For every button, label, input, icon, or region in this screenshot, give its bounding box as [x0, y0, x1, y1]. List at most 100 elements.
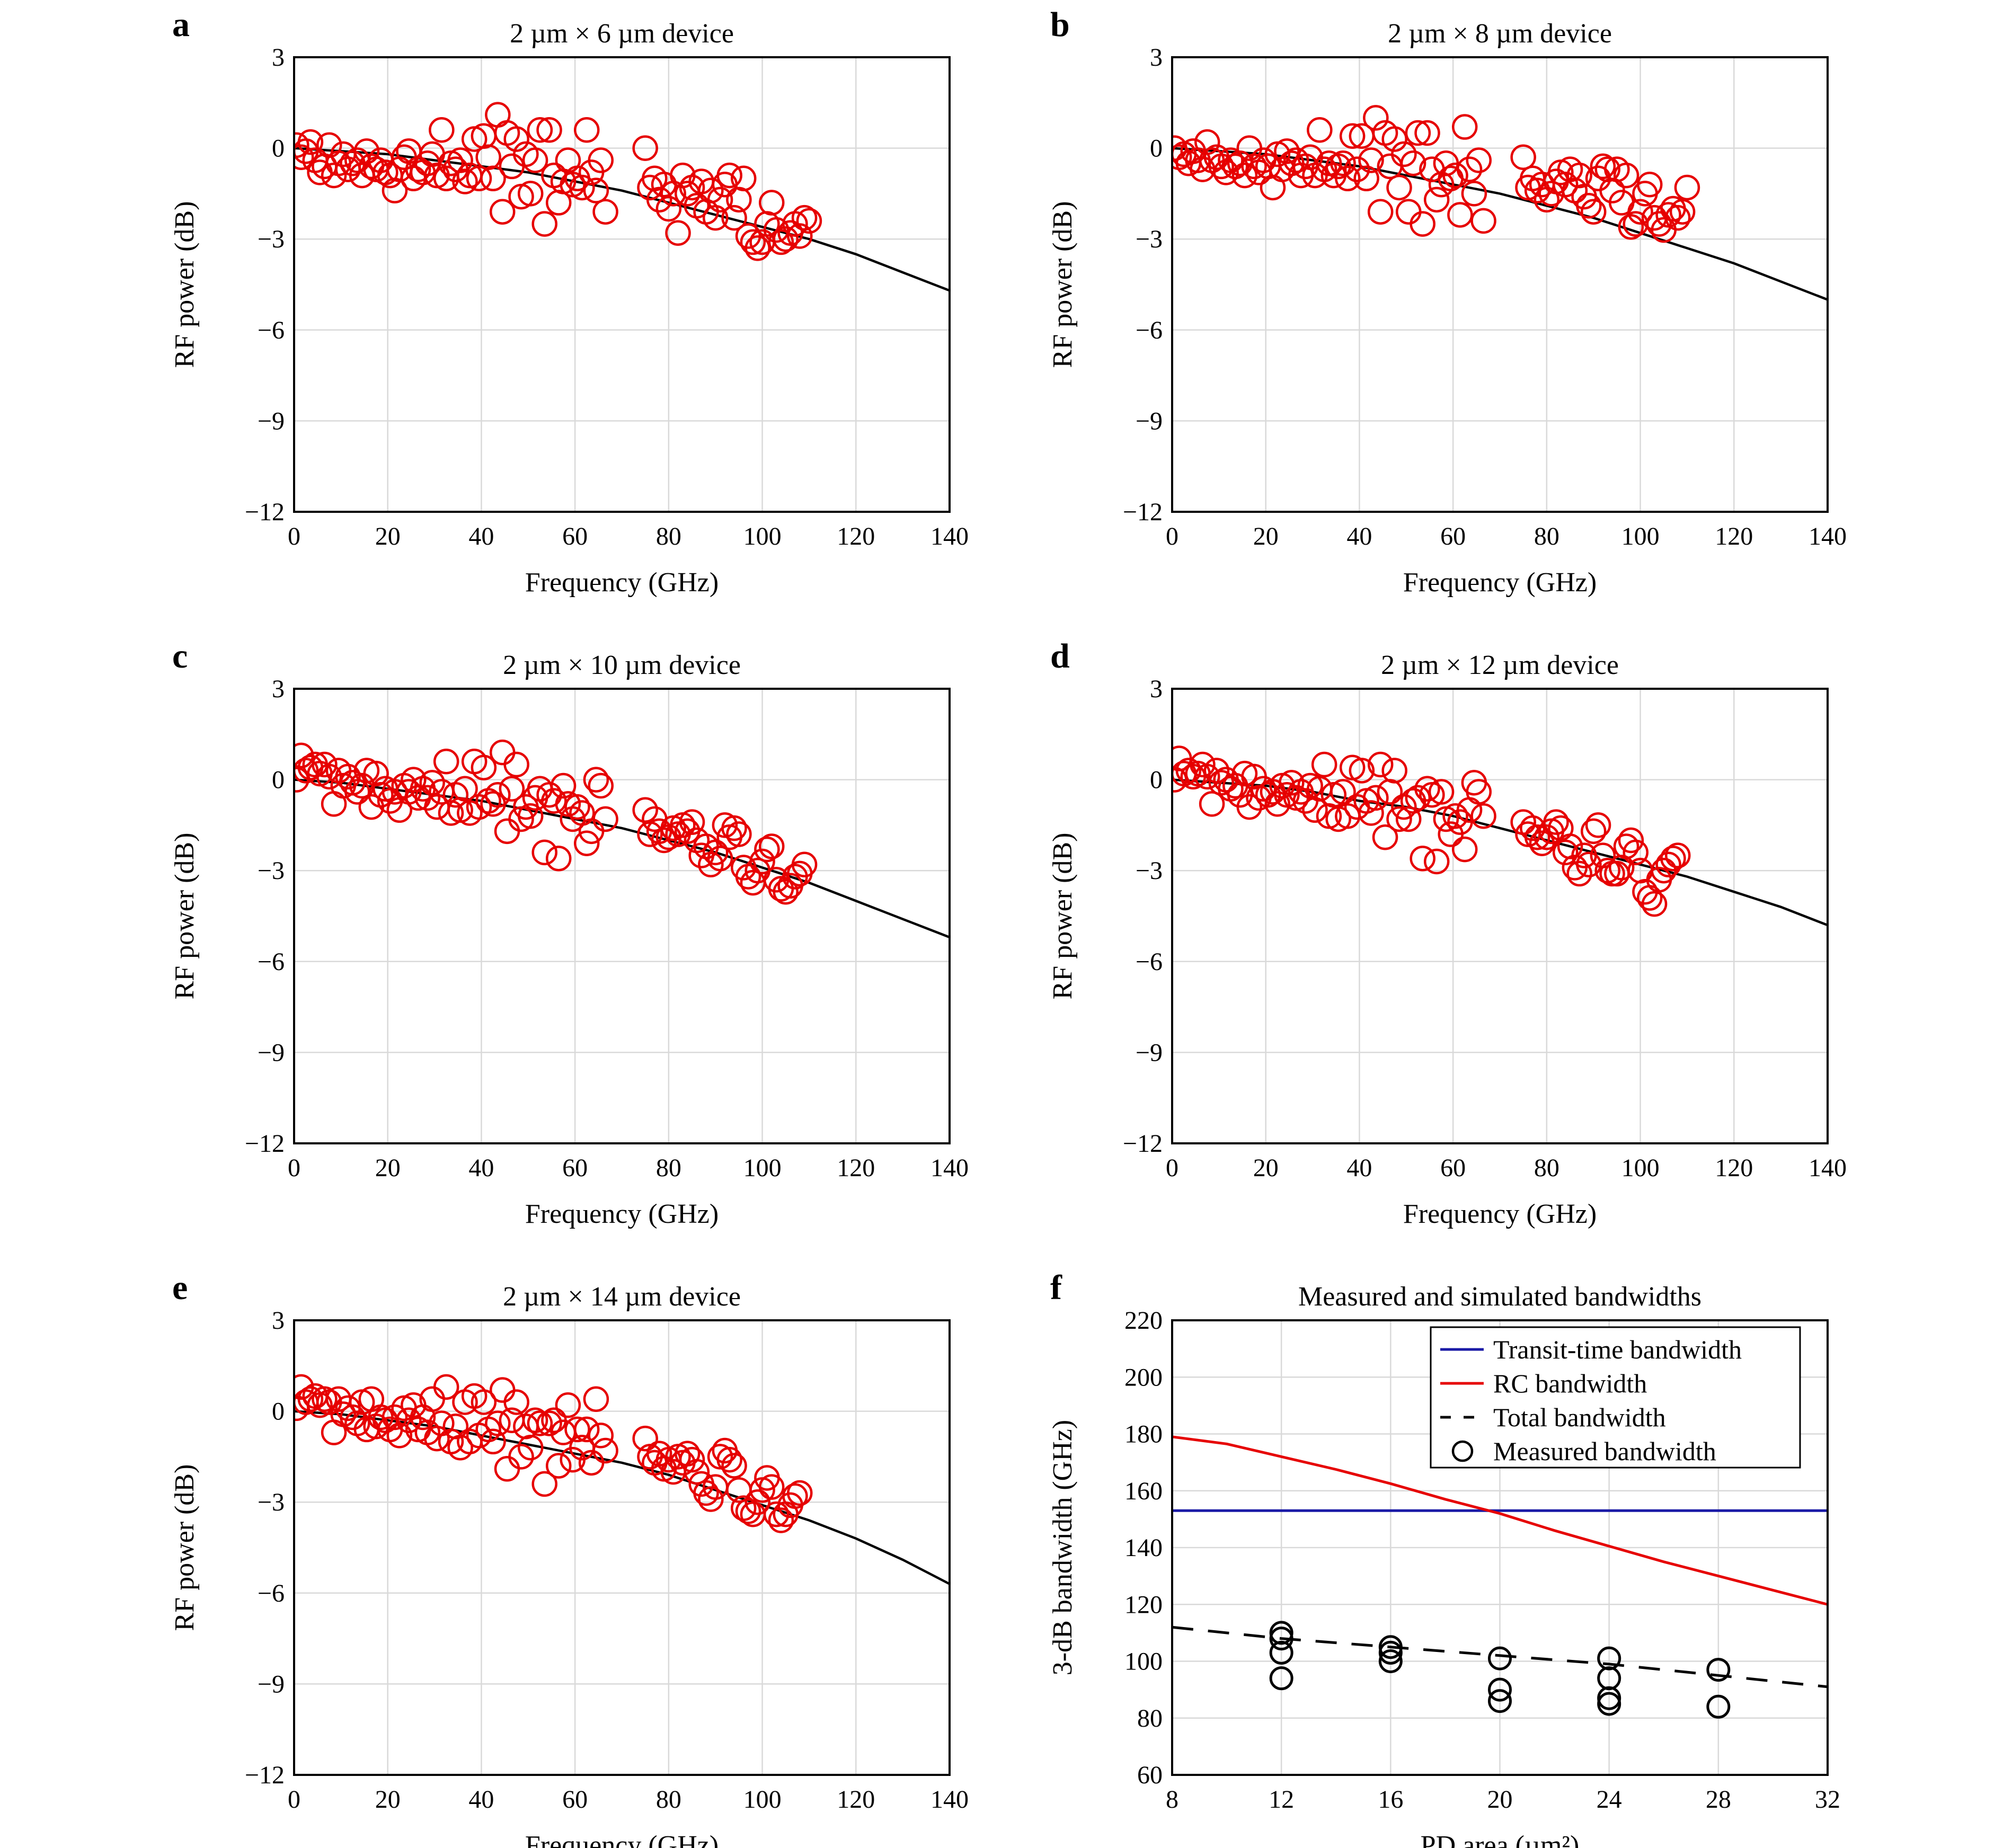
measured-point — [489, 199, 516, 225]
measured-point — [1618, 214, 1644, 240]
x-tick-label: 140 — [930, 1154, 969, 1182]
measured-point — [787, 223, 813, 249]
measured-point — [1330, 150, 1356, 176]
measured-point — [588, 147, 614, 173]
measured-point — [749, 848, 775, 875]
measured-point — [1367, 199, 1394, 225]
x-tick-label: 0 — [288, 1154, 300, 1182]
measured-point — [335, 763, 361, 790]
measured-point — [758, 833, 785, 859]
measured-point — [485, 1410, 511, 1436]
measured-point — [735, 1498, 761, 1524]
x-tick-label: 120 — [1715, 1154, 1753, 1182]
measured-point — [1199, 791, 1225, 817]
x-tick-label: 0 — [288, 1785, 300, 1814]
rc-bandwidth-line — [1172, 1435, 1828, 1606]
measured-point — [745, 1489, 770, 1515]
measured-point — [414, 785, 441, 811]
y-tick-label: 60 — [1137, 1761, 1163, 1789]
measured-point — [1414, 776, 1440, 802]
measured-point — [433, 1374, 459, 1400]
y-axis-label: RF power (dB) — [170, 833, 200, 1000]
measured-bandwidth-point — [1378, 1640, 1403, 1665]
measured-point — [758, 1474, 785, 1500]
measured-point — [1461, 770, 1487, 796]
measured-point — [471, 754, 497, 780]
panel-d: 0 20 40 60 80 100 120 140 3 0 −3 −6 −9 −12 Frequency (… — [1048, 637, 1847, 1229]
x-tick-label: 100 — [1621, 1154, 1660, 1182]
measured-point — [1405, 120, 1431, 146]
measured-point — [531, 211, 557, 237]
measured-point — [698, 177, 724, 203]
measured-point — [433, 749, 459, 775]
x-tick-label: 120 — [1715, 522, 1753, 550]
y-tick-label: 3 — [1150, 43, 1163, 72]
measured-bandwidth-point — [1706, 1658, 1731, 1682]
x-tick-label: 100 — [743, 1785, 782, 1814]
measured-point — [740, 229, 766, 255]
x-tick-label: 0 — [1166, 1154, 1178, 1182]
x-tick-label: 120 — [837, 522, 875, 550]
legend-label: Measured bandwidth — [1493, 1436, 1716, 1466]
y-tick-label: −9 — [1136, 407, 1163, 435]
plot-data — [1172, 745, 1828, 927]
measured-point — [1585, 812, 1611, 838]
measured-point — [763, 1501, 790, 1527]
measured-point — [768, 1507, 794, 1533]
panel-letter: f — [1050, 1268, 1062, 1307]
measured-point — [791, 205, 818, 231]
measured-point — [1660, 846, 1686, 872]
measured-point — [452, 776, 478, 802]
measured-point — [1410, 846, 1435, 872]
fit-curve — [294, 1410, 950, 1585]
x-tick-label: 140 — [930, 1785, 969, 1814]
measured-point — [684, 1459, 710, 1485]
x-tick-label: 32 — [1815, 1785, 1840, 1814]
measured-point — [632, 1425, 658, 1452]
measured-point — [1423, 186, 1450, 213]
y-tick-label: −12 — [245, 1130, 285, 1158]
measured-point — [1423, 848, 1450, 875]
measured-point — [489, 1377, 516, 1403]
y-tick-label: −3 — [258, 1488, 285, 1516]
x-tick-label: 60 — [1440, 522, 1466, 550]
y-tick-label: −3 — [258, 857, 285, 885]
measured-point — [754, 836, 780, 863]
panel-letter: e — [172, 1268, 188, 1307]
panel-a: 0 20 40 60 80 100 120 140 3 0 −3 −6 −9 −12 Frequency (… — [170, 5, 969, 598]
plot-data — [294, 102, 950, 292]
x-tick-label: 40 — [468, 1785, 494, 1814]
x-tick-label: 120 — [837, 1154, 875, 1182]
measured-point — [1311, 751, 1337, 778]
y-tick-label: 100 — [1124, 1648, 1163, 1676]
measured-point — [555, 1392, 581, 1418]
plot-frame — [1171, 1319, 1829, 1776]
measured-point — [503, 1389, 529, 1415]
x-tick-label: 40 — [468, 522, 494, 550]
measured-point — [545, 846, 572, 872]
y-tick-label: −12 — [245, 1761, 285, 1789]
measured-point — [679, 809, 705, 835]
measured-point — [466, 165, 492, 192]
y-tick-label: 3 — [272, 43, 285, 72]
measured-point — [796, 208, 822, 234]
measured-point — [763, 217, 790, 243]
measured-point — [592, 1437, 618, 1464]
measured-point — [1470, 803, 1496, 829]
x-tick-label: 80 — [656, 522, 681, 550]
y-tick-label: −6 — [1136, 948, 1163, 976]
measured-point — [1447, 202, 1473, 228]
measured-point — [1236, 794, 1263, 820]
measured-point — [527, 117, 553, 143]
measured-point — [517, 1434, 544, 1461]
y-tick-label: −6 — [258, 948, 285, 976]
x-tick-label: 60 — [1440, 1154, 1466, 1182]
y-tick-label: −12 — [1123, 498, 1163, 526]
panel-title: 2 µm × 8 µm device — [1388, 19, 1612, 49]
measured-point — [312, 751, 338, 778]
x-tick-label: 20 — [375, 1785, 401, 1814]
measured-point — [1466, 147, 1492, 173]
measured-point — [583, 177, 609, 203]
measured-point — [564, 1416, 590, 1443]
measured-point — [1339, 123, 1366, 149]
